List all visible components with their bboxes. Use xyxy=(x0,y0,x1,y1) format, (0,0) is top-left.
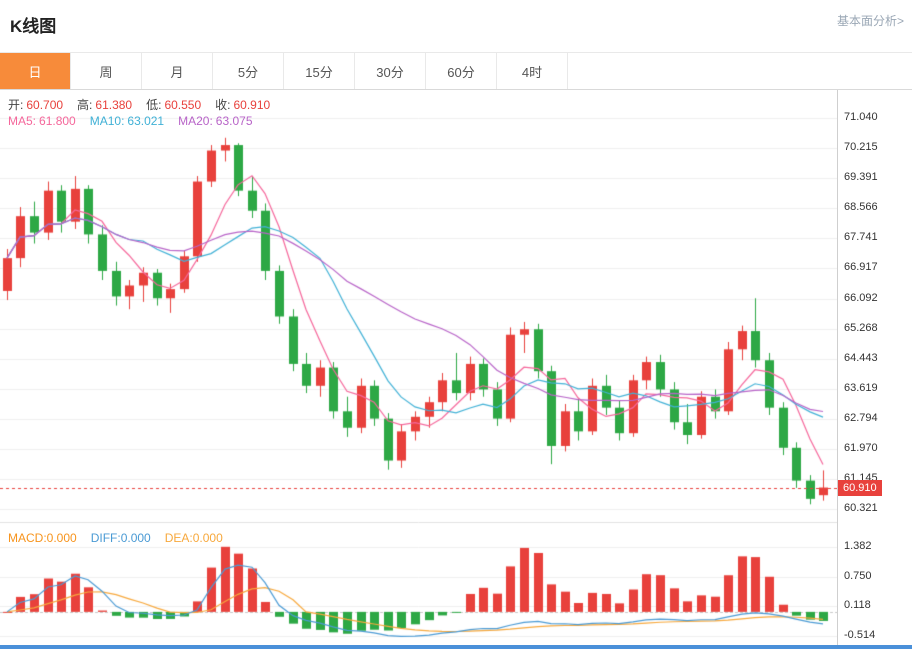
axis-tick-label: 65.268 xyxy=(844,321,878,334)
ma-legend: MA5: 61.800 MA10: 63.021 MA20: 63.075 xyxy=(8,114,253,128)
ma5-readout: MA5: 61.800 xyxy=(8,114,76,128)
chart-scrollbar[interactable] xyxy=(0,645,912,649)
dea-readout: DEA:0.000 xyxy=(164,531,223,545)
axis-tick-label: 64.443 xyxy=(844,351,878,364)
axis-tick-label: 66.092 xyxy=(844,291,878,304)
ohlc-legend: 开: 60.700 高: 61.380 低: 60.550 收: 60.910 xyxy=(8,96,270,113)
axis-tick-label: 63.619 xyxy=(844,381,878,394)
tab-5min[interactable]: 5分 xyxy=(213,53,284,89)
diff-readout: DIFF:0.000 xyxy=(90,531,151,545)
axis-tick-label: 61.970 xyxy=(844,441,878,454)
axis-tick-label: 0.750 xyxy=(844,569,872,582)
axis-tick-label: 0.118 xyxy=(844,599,871,612)
axis-tick-label: 69.391 xyxy=(844,171,878,184)
axis-tick-label: 68.566 xyxy=(844,201,878,214)
ma20-readout: MA20: 63.075 xyxy=(178,114,253,128)
axis-tick-label: -0.514 xyxy=(844,629,876,642)
tab-month[interactable]: 月 xyxy=(142,53,213,89)
open-readout: 开: 60.700 xyxy=(8,98,64,112)
axis-tick-label: 1.382 xyxy=(844,539,872,552)
axis-tick-label: 70.215 xyxy=(844,141,878,154)
axis-tick-label: 71.040 xyxy=(844,111,878,124)
page-header: K线图 基本面分析> xyxy=(0,0,912,52)
tab-day[interactable]: 日 xyxy=(0,53,71,89)
close-readout: 收: 60.910 xyxy=(215,98,271,112)
page-title: K线图 xyxy=(10,17,57,36)
period-tabbar: 日 周 月 5分 15分 30分 60分 4时 xyxy=(0,52,912,90)
axis-tick-label: 62.794 xyxy=(844,411,878,424)
tab-4hour[interactable]: 4时 xyxy=(497,53,568,89)
axis-tick-label: 60.321 xyxy=(844,502,878,515)
tab-week[interactable]: 周 xyxy=(71,53,142,89)
tab-60min[interactable]: 60分 xyxy=(426,53,497,89)
macd-legend: MACD:0.000 DIFF:0.000 DEA:0.000 xyxy=(8,531,223,545)
axis-tick-label: 66.917 xyxy=(844,261,878,274)
axis-tick-label: 67.741 xyxy=(844,231,878,244)
ma10-readout: MA10: 63.021 xyxy=(89,114,165,128)
macd-readout: MACD:0.000 xyxy=(8,531,77,545)
current-price-tag: 60.910 xyxy=(838,479,882,496)
tab-15min[interactable]: 15分 xyxy=(284,53,355,89)
low-readout: 低: 60.550 xyxy=(146,98,202,112)
kline-canvas[interactable] xyxy=(0,90,837,645)
fundamental-analysis-link[interactable]: 基本面分析> xyxy=(836,14,904,28)
tab-30min[interactable]: 30分 xyxy=(355,53,426,89)
chart-area: 开: 60.700 高: 61.380 低: 60.550 收: 60.910 MA5:… xyxy=(0,90,912,645)
price-axis: 71.040 70.215 69.391 68.566 67.741 66.917 66.0… xyxy=(837,90,912,645)
high-readout: 高: 61.380 xyxy=(77,98,133,112)
